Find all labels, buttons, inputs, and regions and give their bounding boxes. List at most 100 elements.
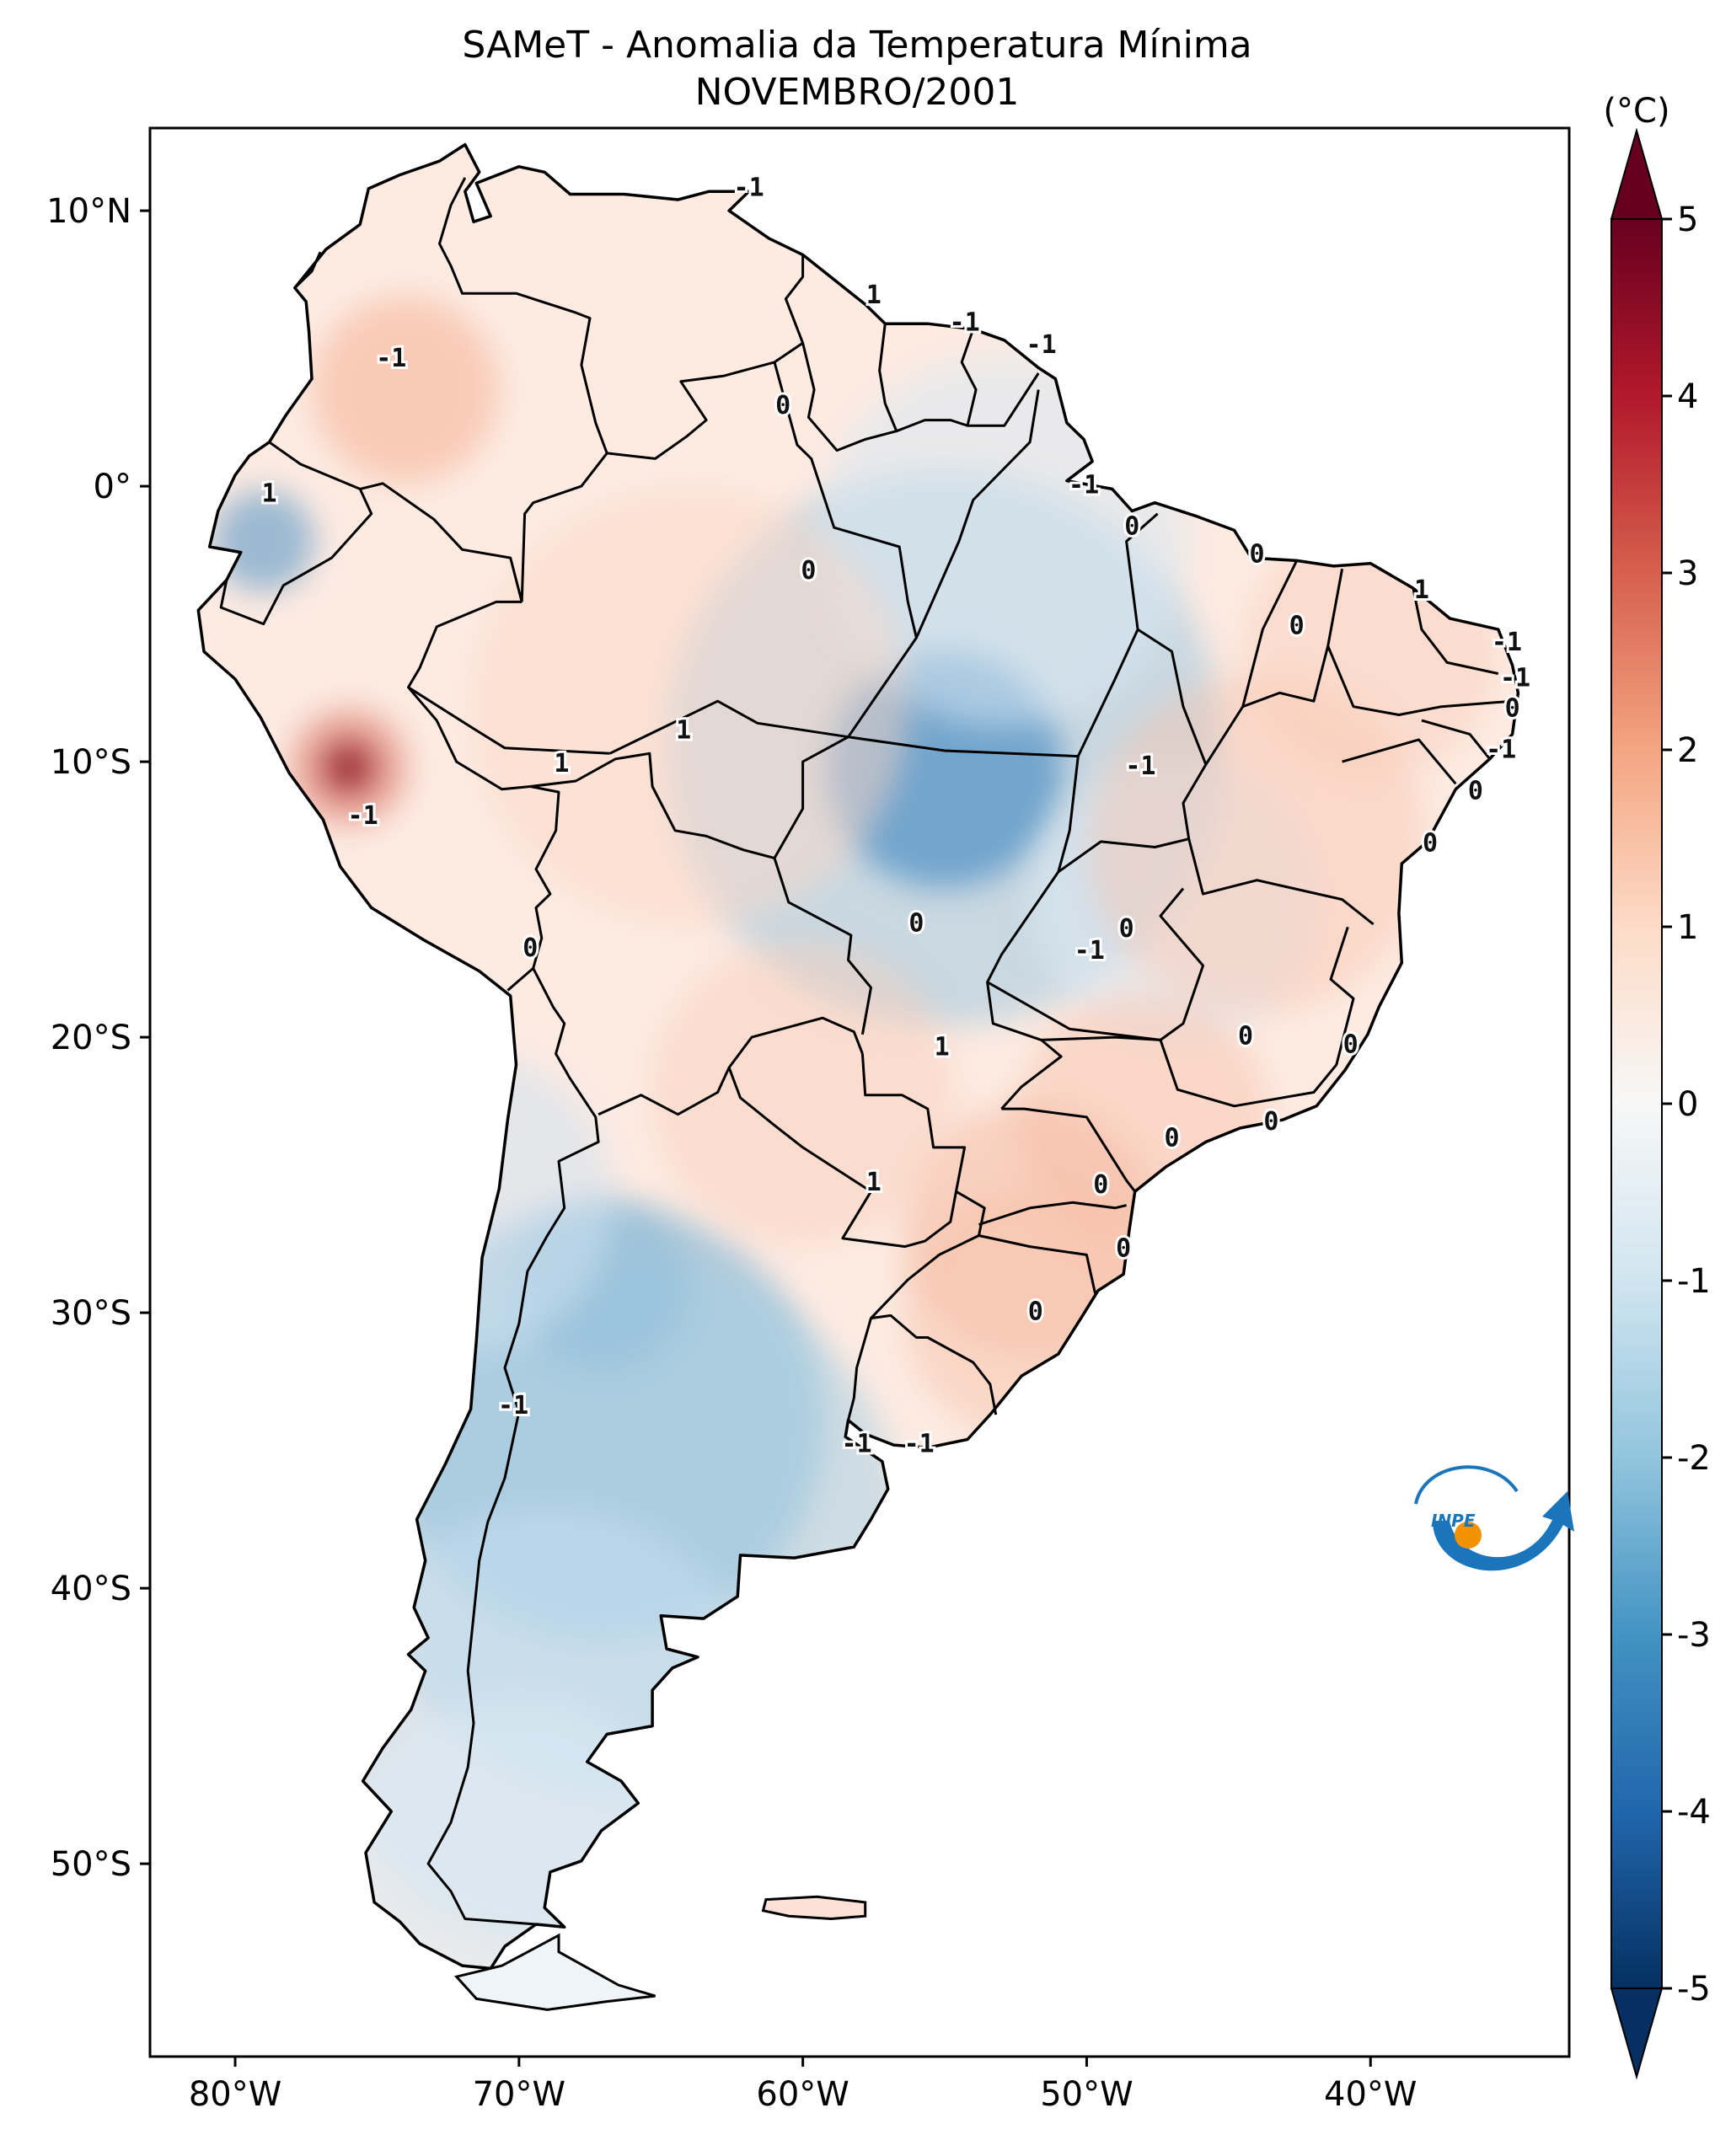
border-segment [870,1190,998,1415]
border-segment [1242,568,1344,709]
border-segment [848,736,1079,758]
contour-label: -1 [1075,936,1105,966]
border-segment [801,324,898,452]
colorbar-upper-extension [1610,127,1664,220]
contour-label: 1 [866,1168,882,1197]
border-segment [1412,587,1499,675]
contour-label: 0 [1093,1170,1108,1200]
colorbar-tick-label: -2 [1677,1439,1711,1478]
contour-label: -1 [348,801,378,831]
contour-label: -1 [1069,471,1099,500]
colorbar-unit: (°C) [1603,92,1669,131]
inpe-logo: INPE [1414,1465,1574,1571]
border-segment [219,488,373,626]
lat-tick-label: 0° [94,468,131,506]
border-segment [1057,756,1080,873]
colorbar-body [1610,218,1663,1989]
lon-tick-label: 80°W [189,2075,281,2114]
border-segment [506,785,560,992]
contour-label: -1 [1486,736,1516,765]
lat-tick-label: 50°S [51,1845,131,1884]
lon-tick-label: 60°W [756,2075,849,2114]
border-segment [1187,838,1375,926]
contour-label: -1 [1026,330,1057,360]
colorbar-tick-label: 4 [1677,377,1698,416]
contour-label: 0 [801,556,816,586]
contour-label: 0 [1423,829,1438,859]
colorbar-tick-label: 3 [1677,554,1698,593]
border-segment [967,372,1040,427]
colorbar-tick-label: -1 [1677,1262,1711,1301]
colorbar-tick-label: 1 [1677,908,1698,947]
contour-label: 1 [261,479,276,508]
contour-label: -1 [1125,752,1155,781]
border-segment [1057,628,1208,874]
contour-label: -1 [1492,628,1522,657]
border-segment [773,736,849,859]
anomaly-blob [903,1104,1157,1356]
country-borders [219,177,1513,1926]
contour-label: 0 [1119,914,1134,944]
border-segment [773,361,918,738]
colorbar-tick-label: -5 [1677,1970,1711,2009]
contour-label: 0 [1263,1107,1278,1137]
anomaly-blob [323,741,374,793]
anomaly-blob [313,297,499,483]
lon-tick-label: 40°W [1324,2075,1417,2114]
contour-label: 1 [935,1033,950,1062]
contour-label: 1 [676,716,691,746]
contour-label: 0 [1289,611,1305,640]
colorbar-tick-label: 5 [1677,201,1698,239]
colorbar-tick-label: -3 [1677,1616,1711,1655]
contour-label: -1 [734,173,764,202]
falkland-islands [761,1895,867,1921]
logo-swoosh-icon [1433,1491,1574,1571]
colorbar-tick-label: 2 [1677,731,1698,770]
contour-label: 0 [908,909,924,939]
contour-label: 0 [1468,777,1483,806]
contour-label: -1 [950,308,980,338]
border-segment [520,452,608,602]
contour-label: 0 [1124,512,1139,542]
tierra-del-fuego [453,1933,656,2011]
border-segment [986,982,1063,1110]
border-segment [1001,1107,1136,1193]
border-segment [978,1201,1127,1226]
lon-tick-label: 70°W [473,2075,565,2114]
logo-text: INPE [1431,1511,1476,1531]
border-segment [847,1318,872,1420]
longitude-axis: 80°W 70°W 60°W 50°W 40°W [189,2057,1417,2114]
border-segment [1041,926,1355,1108]
anomaly-blob [651,940,955,1244]
border-segment [1421,719,1491,760]
colorbar: (°C) 5 4 3 2 1 0 -1 -2 -3 -4 -5 [1603,92,1711,2080]
contour-label: 0 [1028,1297,1043,1327]
map-title: SAMeT - Anomalia da Temperatura Mínima [462,24,1251,67]
lat-tick-label: 10°S [51,743,131,782]
contour-label: 0 [1238,1022,1253,1051]
contour-label: 0 [1343,1030,1359,1059]
colorbar-lower-extension [1610,1987,1664,2080]
border-segment [978,1234,1096,1294]
colorbar-tick-label: 0 [1677,1085,1698,1124]
colorbar-ticks: 5 4 3 2 1 0 -1 -2 -3 -4 -5 [1662,201,1711,2009]
border-segment [915,389,1040,639]
border-segment [607,254,805,460]
lat-tick-label: 40°S [51,1570,131,1608]
coastline [196,142,1520,1971]
contour-label: 1 [866,281,882,310]
border-segment [1342,738,1457,785]
border-segment [608,699,849,755]
map-subtitle: NOVEMBRO/2001 [695,71,1020,114]
border-segment [530,752,872,1035]
contour-label: -1 [904,1430,935,1459]
contour-label: -1 [498,1391,528,1420]
contour-label: 1 [1414,575,1429,605]
border-segment [407,686,610,755]
anomaly-blob [212,490,314,592]
anomaly-blob [289,708,408,827]
lat-tick-label: 10°N [46,192,131,231]
logo-orbit-icon [1414,1465,1519,1505]
